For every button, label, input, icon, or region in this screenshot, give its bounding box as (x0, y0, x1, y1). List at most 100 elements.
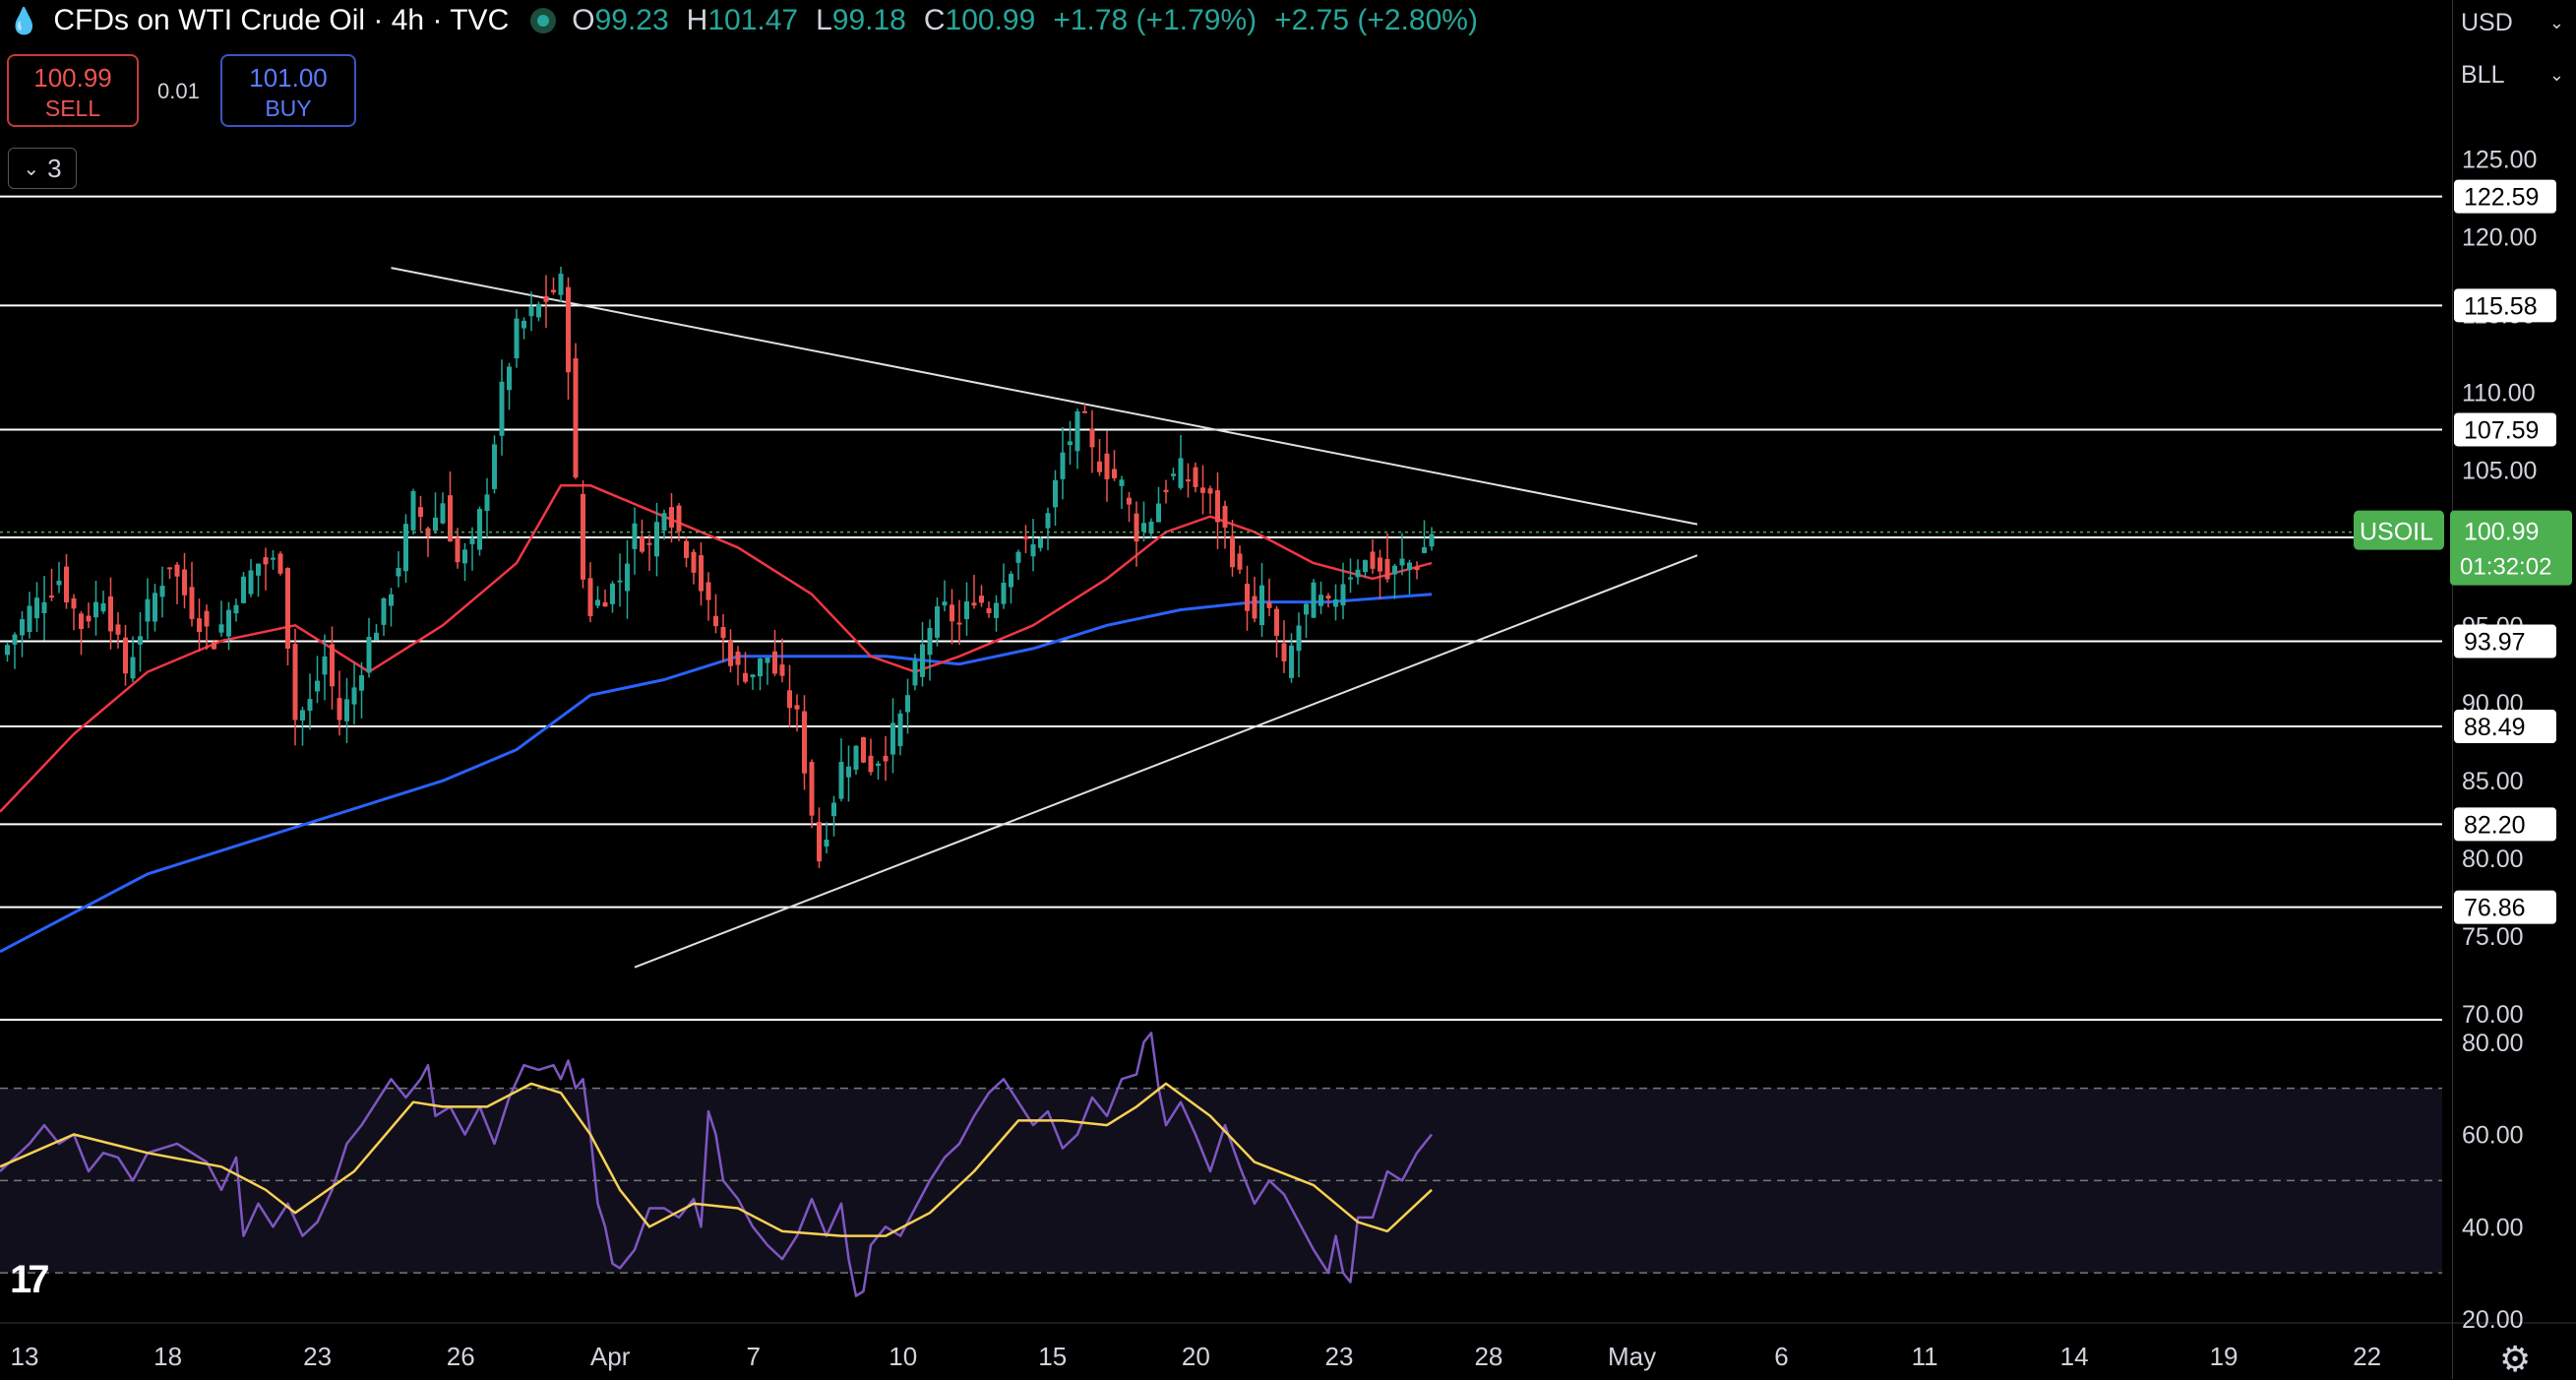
candle-body (351, 687, 357, 705)
candle-body (1422, 546, 1427, 553)
rsi-tick-label: 60.00 (2462, 1122, 2524, 1150)
buy-label: BUY (265, 95, 312, 121)
symbol-header[interactable]: 💧 CFDs on WTI Crude Oil · 4h · TVC O 99.… (8, 0, 1496, 41)
candle-body (787, 690, 792, 709)
symbol-tag-label: USOIL (2360, 519, 2433, 546)
candle-body (138, 636, 143, 645)
candle-body (1370, 551, 1376, 569)
candle-body (115, 624, 121, 635)
candle-body (93, 601, 98, 618)
price-tick-label: 125.00 (2462, 147, 2537, 174)
level-price-tag[interactable] (2454, 890, 2556, 924)
currency-select[interactable]: USD ⌄ (2452, 2, 2576, 43)
candle-body (153, 593, 157, 622)
spread-value: 0.01 (157, 79, 200, 103)
time-tick-label: May (1608, 1342, 1656, 1371)
candle-body (661, 513, 667, 532)
candle-body (1112, 469, 1117, 478)
sell-button[interactable]: 100.99 SELL (7, 54, 139, 127)
candle-body (79, 613, 84, 630)
price-tick-label: 110.00 (2462, 379, 2536, 407)
time-tick-label: 28 (1474, 1342, 1503, 1371)
price-tick-label: 120.00 (2462, 224, 2537, 252)
level-price-tag[interactable] (2454, 710, 2556, 744)
candle-body (573, 357, 579, 478)
candle-body (197, 618, 202, 633)
candle-body (1060, 452, 1066, 479)
price-tick-label: 85.00 (2462, 768, 2524, 795)
trendline-upper[interactable] (391, 267, 1698, 526)
level-price-tag[interactable] (2454, 412, 2556, 447)
unit-select[interactable]: BLL ⌄ (2452, 51, 2576, 98)
candle-body (853, 745, 859, 770)
time-tick-label: 22 (2353, 1342, 2381, 1371)
trendline-lower[interactable] (634, 554, 1698, 969)
buy-price: 101.00 (249, 63, 328, 93)
candle-body (758, 659, 763, 677)
level-price-tag[interactable] (2454, 179, 2556, 214)
candle-body (876, 763, 881, 767)
candle-body (277, 553, 283, 574)
candle-body (123, 637, 128, 674)
candle-body (256, 563, 261, 576)
candle-body (300, 710, 305, 721)
candle-body (344, 699, 349, 721)
tradingview-logo-icon[interactable]: 17 (10, 1258, 49, 1301)
change-value-2: +2.75 (+2.80%) (1274, 4, 1478, 36)
candle-body (1311, 582, 1317, 618)
candle-body (765, 658, 770, 663)
level-price-tag[interactable] (2454, 807, 2556, 842)
candle-body (772, 651, 777, 674)
candle-body (1134, 513, 1139, 542)
candle-body (861, 736, 866, 763)
candle-body (189, 587, 195, 619)
candle-body (433, 517, 438, 532)
candle-body (1207, 488, 1213, 494)
candle-body (1296, 625, 1302, 652)
candle-body (1245, 584, 1250, 611)
level-price-tag[interactable] (2454, 624, 2556, 659)
symbol-tag[interactable] (2354, 510, 2444, 550)
close-label: C (923, 4, 946, 36)
candle-body (1407, 562, 1412, 571)
candle-body (1148, 521, 1154, 534)
candle-body (625, 563, 630, 592)
open-label: O (572, 4, 595, 36)
gear-icon[interactable]: ⚙ (2499, 1339, 2532, 1379)
high-value: 101.47 (707, 4, 799, 36)
candle-body (676, 505, 682, 532)
sell-price: 100.99 (33, 63, 112, 93)
candle-body (935, 606, 940, 638)
market-status-icon[interactable] (530, 8, 557, 33)
candle-body (979, 596, 984, 603)
symbol-title[interactable]: CFDs on WTI Crude Oil · 4h · TVC (53, 4, 510, 36)
last-price-label: 100.99 (2464, 519, 2539, 546)
candle-body (1030, 543, 1036, 557)
last-price-tag[interactable] (2450, 510, 2572, 586)
candle-body (971, 602, 977, 606)
unit-label: BLL (2461, 60, 2505, 89)
candle-body (779, 664, 785, 676)
candle-body (794, 705, 800, 710)
candle-body (1333, 598, 1338, 607)
candle-body (956, 622, 962, 625)
candle-body (705, 582, 711, 600)
indicators-toggle-button[interactable]: ⌄ 3 (8, 148, 77, 189)
time-tick-label: 18 (153, 1342, 182, 1371)
time-tick-label: 23 (303, 1342, 332, 1371)
time-tick-label: Apr (590, 1342, 631, 1371)
candle-body (536, 303, 541, 318)
buy-button[interactable]: 101.00 BUY (220, 54, 356, 127)
rsi-tick-label: 20.00 (2462, 1306, 2524, 1334)
candle-body (204, 610, 210, 627)
rsi-tick-label: 40.00 (2462, 1214, 2524, 1241)
level-price-tag[interactable] (2454, 288, 2556, 323)
candle-body (248, 570, 254, 595)
rsi-line (0, 1032, 1433, 1297)
candle-body (912, 659, 918, 686)
time-tick-label: 13 (11, 1342, 39, 1371)
low-label: L (816, 4, 832, 36)
price-tick-label: 105.00 (2462, 457, 2537, 484)
price-tick-label: 70.00 (2462, 1001, 2524, 1029)
